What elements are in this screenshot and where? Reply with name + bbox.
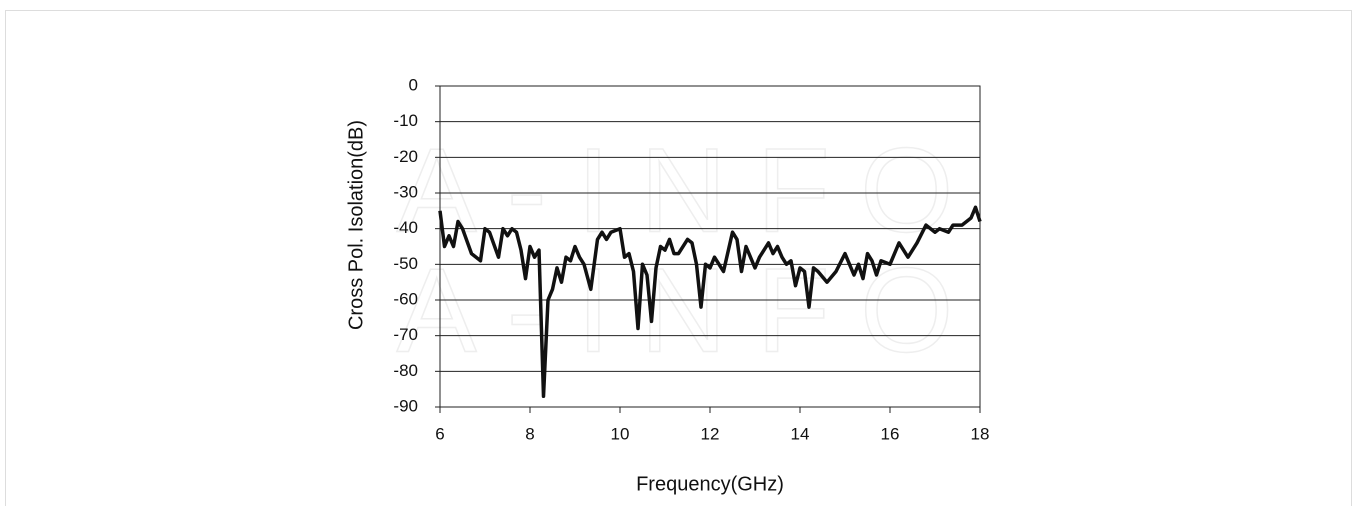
x-tick-label: 18 [971, 424, 990, 443]
x-tick-label: 8 [525, 424, 534, 443]
x-axis-label: Frequency(GHz) [636, 473, 784, 495]
plot-border [439, 85, 981, 408]
y-tick-label: -90 [393, 396, 418, 415]
watermark: A-INFO [397, 244, 984, 378]
y-tick-label: 0 [409, 75, 418, 94]
x-tick-label: 6 [435, 424, 444, 443]
y-tick-label: -50 [393, 254, 418, 273]
y-tick-label: -20 [393, 147, 418, 166]
y-tick-label: -70 [393, 325, 418, 344]
y-tick-label: -10 [393, 111, 418, 130]
y-tick-label: -30 [393, 182, 418, 201]
y-tick-label: -80 [393, 361, 418, 380]
watermark: A-INFO [397, 124, 984, 258]
x-tick-label: 12 [701, 424, 720, 443]
y-tick-label: -60 [393, 289, 418, 308]
x-tick-label: 14 [791, 424, 810, 443]
frame [5, 10, 1352, 506]
x-tick-label: 10 [611, 424, 630, 443]
x-tick-label: 16 [881, 424, 900, 443]
y-axis-label: Cross Pol. Isolation(dB) [345, 120, 367, 330]
series-line [438, 205, 982, 399]
y-tick-label: -40 [393, 218, 418, 237]
